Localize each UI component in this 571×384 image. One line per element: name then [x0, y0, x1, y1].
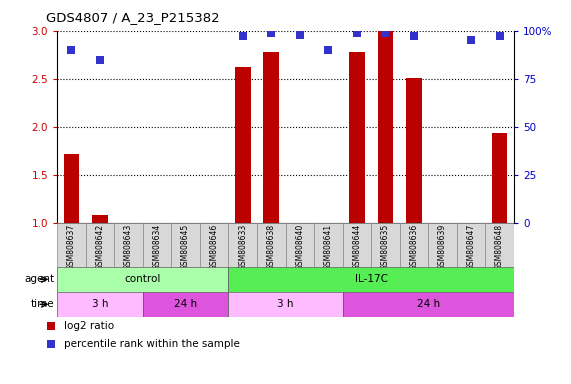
- Point: [495, 33, 504, 40]
- Bar: [343, 292, 514, 317]
- Point: [95, 56, 104, 63]
- Text: GSM808639: GSM808639: [438, 224, 447, 270]
- Text: GSM808648: GSM808648: [495, 224, 504, 270]
- Point: [381, 30, 390, 36]
- Bar: [143, 292, 228, 317]
- Text: control: control: [124, 274, 161, 285]
- Bar: [492, 134, 508, 223]
- Text: GSM808645: GSM808645: [181, 224, 190, 270]
- Text: 24 h: 24 h: [174, 299, 197, 310]
- Point: [47, 341, 56, 347]
- Text: GSM808637: GSM808637: [67, 224, 76, 270]
- Bar: [57, 292, 143, 317]
- Point: [352, 30, 361, 36]
- Text: GSM808647: GSM808647: [467, 224, 476, 270]
- Bar: [263, 52, 279, 223]
- Text: agent: agent: [24, 274, 54, 285]
- Text: GSM808641: GSM808641: [324, 224, 333, 270]
- Bar: [86, 223, 114, 267]
- Point: [324, 47, 333, 53]
- Point: [67, 47, 76, 53]
- Bar: [485, 223, 514, 267]
- Point: [267, 30, 276, 36]
- Bar: [314, 223, 343, 267]
- Text: GSM808633: GSM808633: [238, 224, 247, 270]
- Text: time: time: [31, 299, 54, 310]
- Bar: [57, 223, 86, 267]
- Bar: [114, 223, 143, 267]
- Bar: [286, 223, 314, 267]
- Point: [467, 37, 476, 43]
- Bar: [228, 267, 514, 292]
- Text: GSM808643: GSM808643: [124, 224, 133, 270]
- Text: GSM808644: GSM808644: [352, 224, 361, 270]
- Bar: [257, 223, 286, 267]
- Bar: [371, 223, 400, 267]
- Point: [47, 323, 56, 329]
- Bar: [228, 223, 257, 267]
- Point: [295, 31, 304, 38]
- Text: log2 ratio: log2 ratio: [65, 321, 115, 331]
- Text: GSM808635: GSM808635: [381, 224, 390, 270]
- Text: GSM808636: GSM808636: [409, 224, 419, 270]
- Text: GSM808634: GSM808634: [152, 224, 162, 270]
- Bar: [200, 223, 228, 267]
- Bar: [57, 267, 228, 292]
- Text: 3 h: 3 h: [92, 299, 108, 310]
- Text: GSM808638: GSM808638: [267, 224, 276, 270]
- Bar: [92, 215, 108, 223]
- Bar: [63, 154, 79, 223]
- Text: 3 h: 3 h: [278, 299, 293, 310]
- Text: percentile rank within the sample: percentile rank within the sample: [65, 339, 240, 349]
- Text: IL-17C: IL-17C: [355, 274, 388, 285]
- Text: 24 h: 24 h: [417, 299, 440, 310]
- Bar: [377, 31, 393, 223]
- Bar: [400, 223, 428, 267]
- Text: GSM808646: GSM808646: [210, 224, 219, 270]
- Point: [238, 33, 247, 40]
- Bar: [143, 223, 171, 267]
- Bar: [343, 223, 371, 267]
- Text: GSM808640: GSM808640: [295, 224, 304, 270]
- Bar: [235, 67, 251, 223]
- Text: GDS4807 / A_23_P215382: GDS4807 / A_23_P215382: [46, 12, 219, 25]
- Bar: [457, 223, 485, 267]
- Bar: [349, 52, 365, 223]
- Point: [409, 33, 419, 40]
- Bar: [228, 292, 343, 317]
- Bar: [428, 223, 457, 267]
- Text: GSM808642: GSM808642: [95, 224, 104, 270]
- Bar: [406, 78, 422, 223]
- Bar: [171, 223, 200, 267]
